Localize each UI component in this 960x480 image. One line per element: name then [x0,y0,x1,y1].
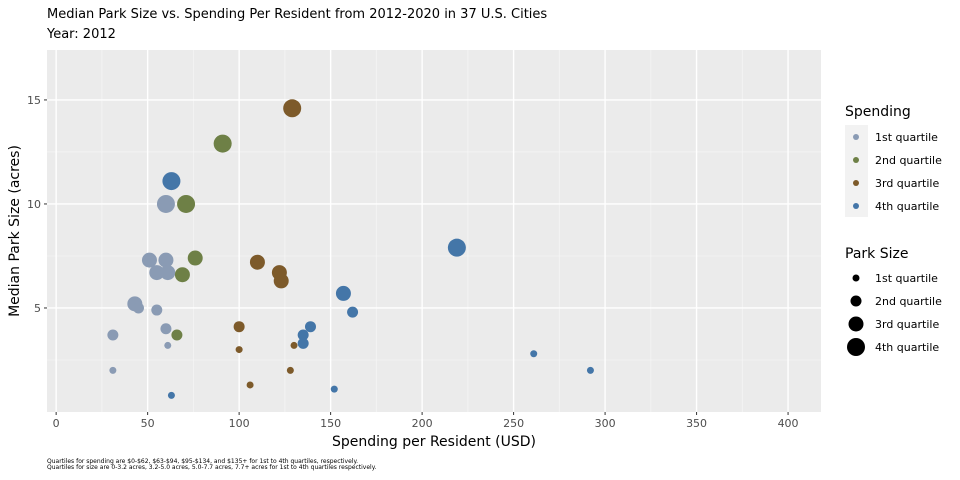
legend-size-key [847,338,865,356]
legend-size: 1st quartile 2nd quartile 3rd quartile 4th … [847,272,942,356]
x-axis-title: Spending per Resident (USD) [332,434,536,450]
data-point [330,385,338,393]
legend-size-label: 1st quartile [875,272,938,285]
legend-color-label: 2nd quartile [875,154,942,167]
data-point [530,350,538,358]
y-tick-label: 10 [27,198,41,211]
data-point [586,366,594,374]
y-tick-label: 5 [34,302,41,315]
x-tick-label: 50 [141,417,155,430]
data-point [132,302,144,314]
legend-size-key [848,316,864,332]
legend-color-keys-bg [845,125,868,217]
data-point [335,285,351,301]
data-point [297,337,309,349]
data-point [160,323,172,335]
data-point [283,99,302,118]
x-tick-label: 400 [778,417,799,430]
legend-color-title: Spending [845,104,911,120]
data-point [167,391,175,399]
legend-size-label: 2nd quartile [875,295,942,308]
data-point [297,329,309,341]
data-point [141,252,157,268]
plot-panel [47,50,821,412]
x-tick-label: 150 [320,417,341,430]
legend-color-label: 1st quartile [875,131,938,144]
chart-title: Median Park Size vs. Spending Per Reside… [47,7,547,22]
x-tick-label: 300 [595,417,616,430]
data-point [213,134,232,153]
x-axis-ticks: 0 50 100 150 200 250 300 350 400 [53,412,799,430]
chart-subtitle: Year: 2012 [46,27,116,42]
data-point [177,194,196,213]
data-point [151,304,163,316]
data-point [290,341,298,349]
x-tick-label: 200 [412,417,433,430]
data-point [171,329,183,341]
legend-color-label: 4th quartile [875,200,939,213]
data-point [447,238,466,257]
y-axis-title: Median Park Size (acres) [7,145,23,317]
data-point [156,194,175,213]
data-point [107,329,119,341]
data-point [160,265,176,281]
y-tick-label: 15 [27,94,41,107]
legend-size-label: 4th quartile [875,341,939,354]
caption-line-1: Quartiles for spending are $0-$62, $63-$… [47,458,358,465]
data-point [273,273,289,289]
legend-color-key [853,134,859,140]
data-points [107,99,594,399]
x-tick-label: 100 [229,417,250,430]
legend-color-label: 3rd quartile [875,177,939,190]
legend-color-key [853,157,859,163]
x-tick-label: 0 [53,417,60,430]
data-point [162,172,181,191]
data-point [158,252,174,268]
legend-size-label: 3rd quartile [875,318,939,331]
data-point [347,306,359,318]
data-point [246,381,254,389]
legend-size-title: Park Size [845,246,908,262]
legend-size-key [852,274,860,282]
legend-color: 1st quartile 2nd quartile 3rd quartile 4th … [845,125,942,217]
data-point [304,321,316,333]
legend-color-key [853,203,859,209]
data-point [109,366,117,374]
data-point [174,267,190,283]
y-axis-ticks: 5 10 15 [27,94,47,315]
data-point [286,366,294,374]
data-point [233,321,245,333]
x-tick-label: 250 [503,417,524,430]
data-point [249,254,265,270]
caption-line-2: Quartiles for size are 0-3.2 acres, 3.2-… [47,464,376,471]
x-tick-label: 350 [686,417,707,430]
legend-size-key [850,295,862,307]
data-point [164,341,172,349]
data-point [187,250,203,266]
data-point [149,265,165,281]
legend-color-key [853,180,859,186]
data-point [235,346,243,354]
